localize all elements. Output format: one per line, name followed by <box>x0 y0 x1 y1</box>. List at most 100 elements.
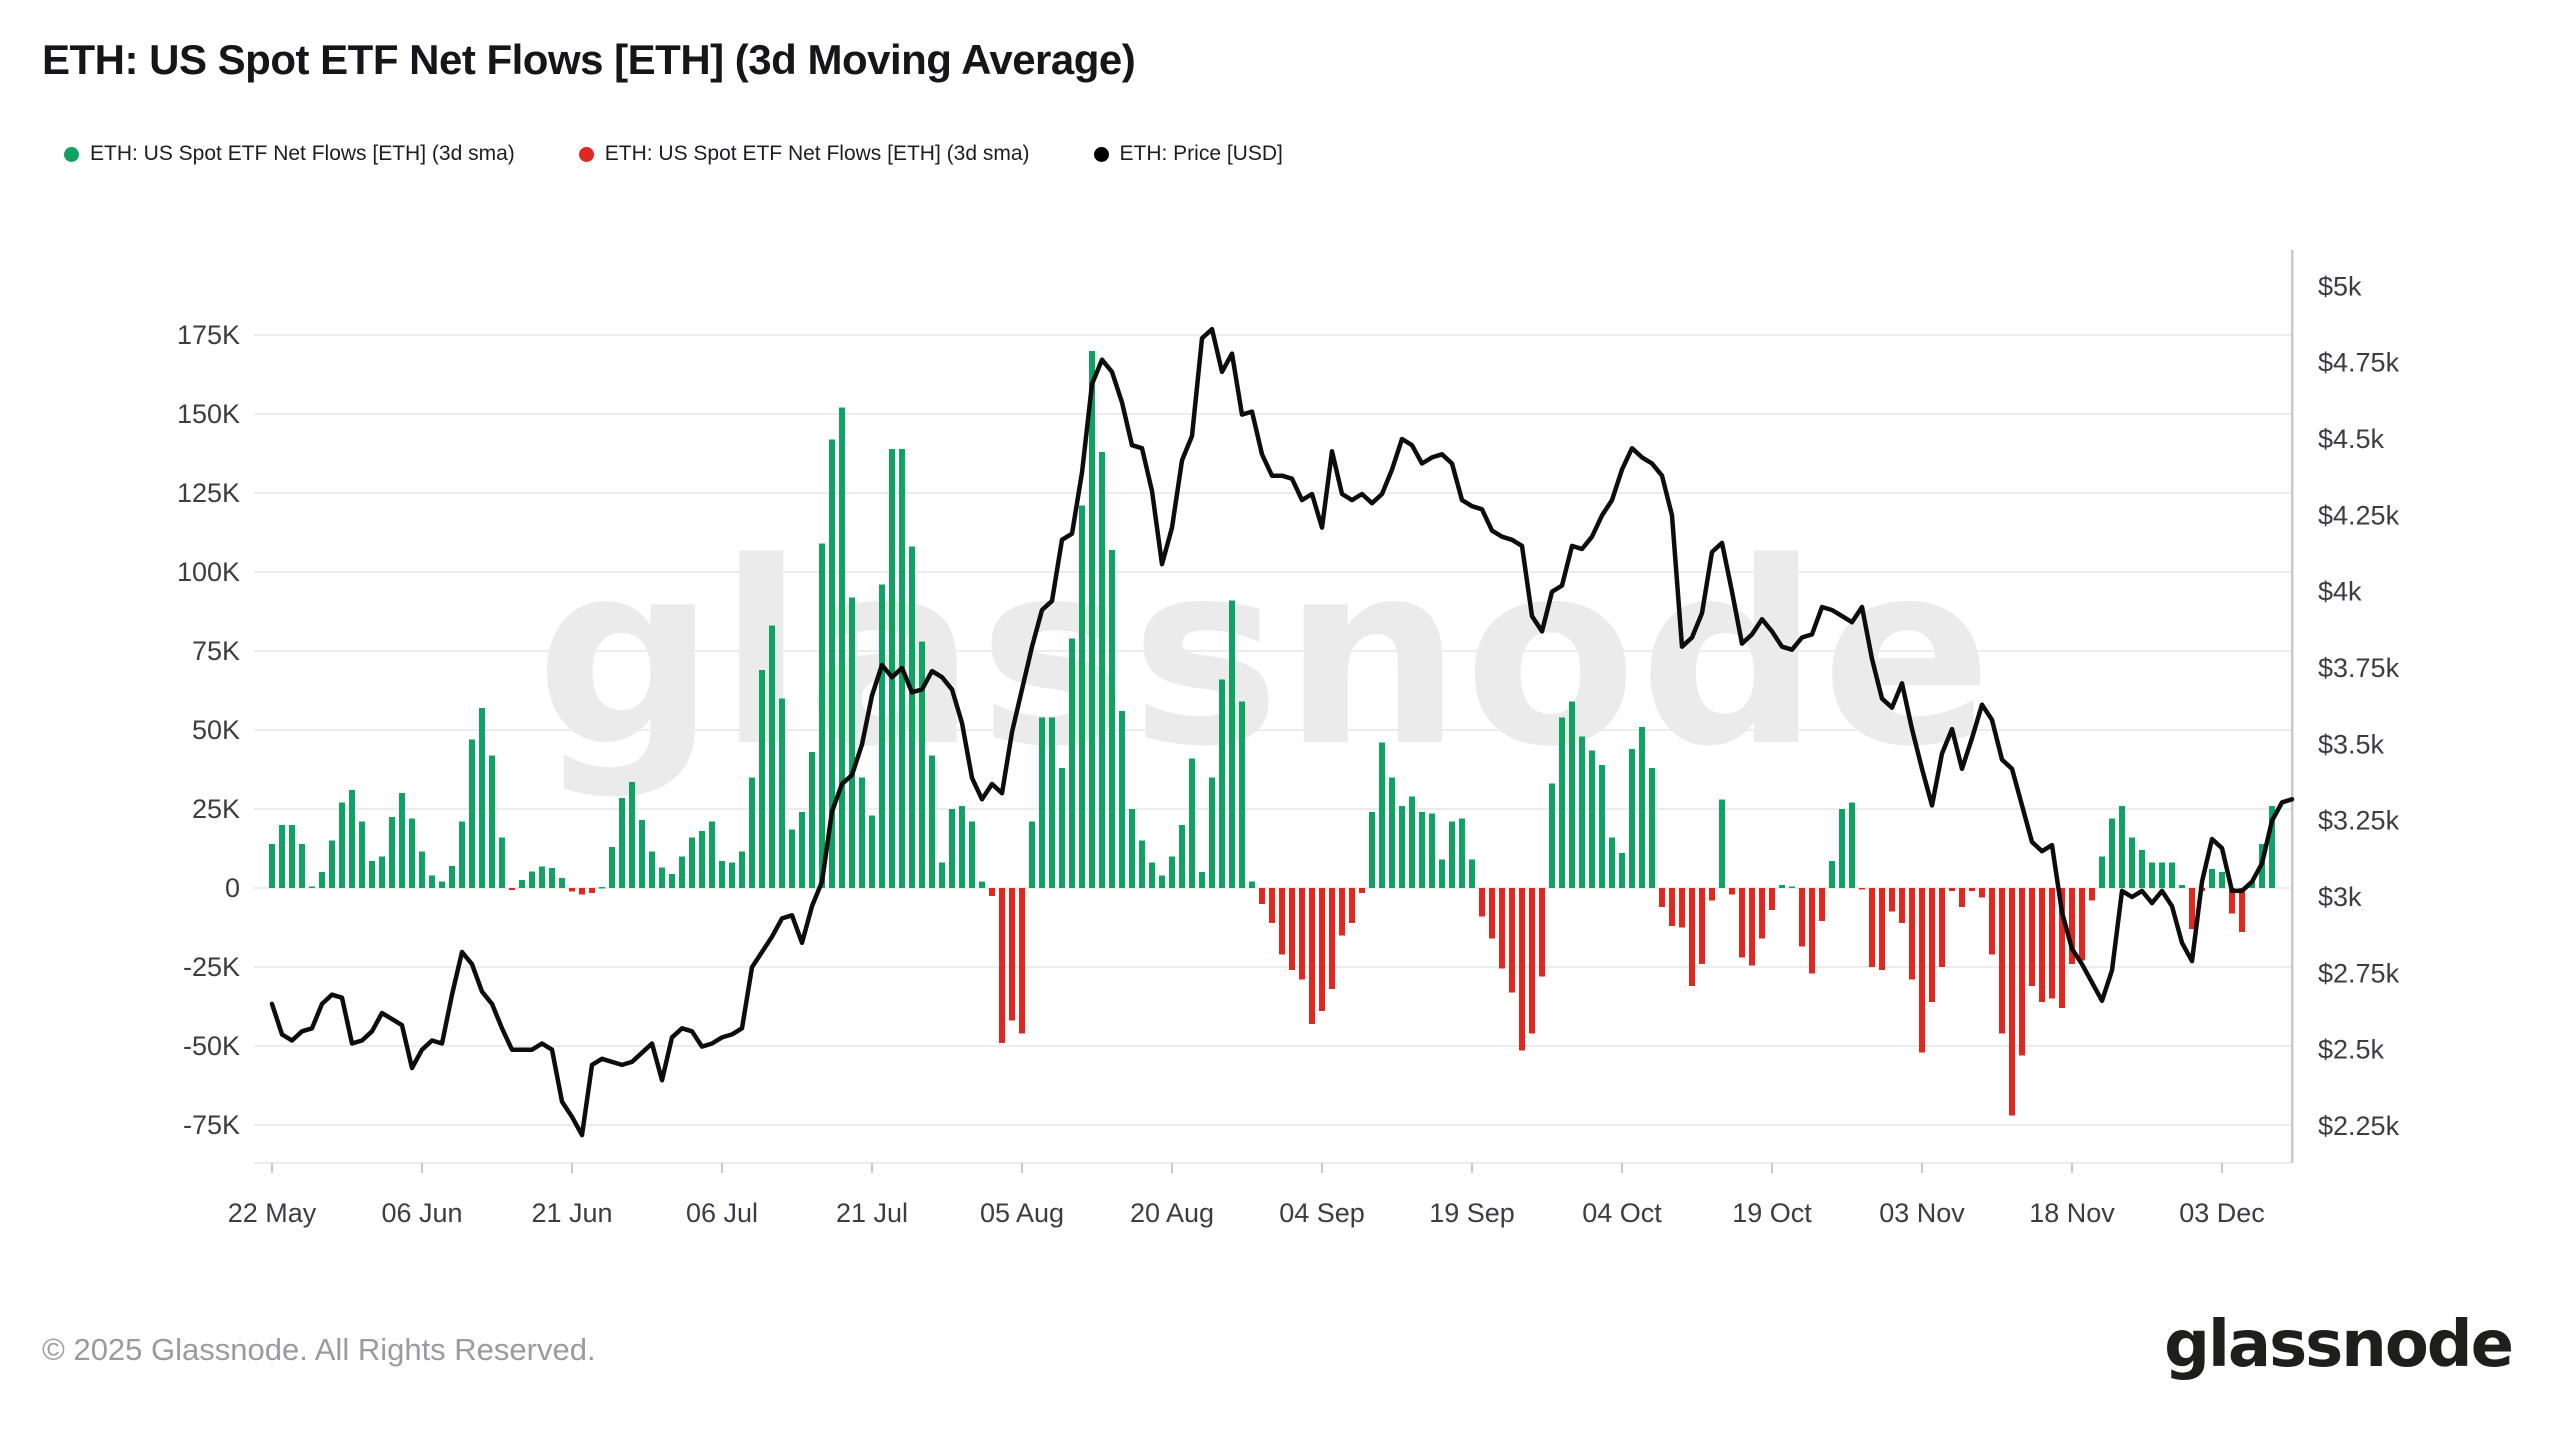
flow-bar-negative <box>2008 888 2016 1116</box>
flow-bar-positive <box>1398 805 1406 888</box>
flow-bar-positive <box>1448 821 1456 888</box>
flow-bar-negative <box>1708 888 1716 901</box>
flow-bar-negative <box>1518 888 1526 1051</box>
y-axis-label-right: $2.75k <box>2318 958 2400 988</box>
flow-bar-positive <box>408 818 416 888</box>
flow-bar-positive <box>1178 824 1186 888</box>
flow-bar-positive <box>1088 350 1096 888</box>
flow-bar-negative <box>1988 888 1996 955</box>
x-axis-label: 03 Nov <box>1879 1198 1965 1228</box>
flow-bar-positive <box>1158 875 1166 888</box>
flow-bar-positive <box>1848 802 1856 888</box>
flow-bar-negative <box>1278 888 1286 955</box>
flow-bar-positive <box>958 805 966 888</box>
flow-bar-positive <box>758 669 766 888</box>
flow-bar-positive <box>2158 862 2166 888</box>
y-axis-label-right: $2.5k <box>2318 1035 2385 1065</box>
flow-bar-negative <box>1478 888 1486 917</box>
legend-item-netflows-negative[interactable]: ETH: US Spot ETF Net Flows [ETH] (3d sma… <box>578 142 1030 166</box>
y-axis-label-left: 75K <box>192 636 240 666</box>
flow-bar-positive <box>1038 717 1046 888</box>
flow-bar-positive <box>798 812 806 888</box>
y-axis-label-right: $3.75k <box>2318 653 2400 683</box>
flow-bar-negative <box>2048 888 2056 999</box>
flow-bar-positive <box>488 755 496 888</box>
flow-bar-positive <box>1458 818 1466 888</box>
x-axis-label: 03 Dec <box>2179 1198 2265 1228</box>
flow-bar-negative <box>1928 888 1936 1002</box>
flow-bar-positive <box>1558 717 1566 888</box>
flow-bar-negative <box>1258 888 1266 904</box>
flow-bar-positive <box>608 846 616 888</box>
flow-bar-positive <box>1228 600 1236 888</box>
flow-bar-positive <box>378 856 386 888</box>
flow-bar-positive <box>1208 777 1216 888</box>
flow-bar-positive <box>618 797 626 888</box>
flow-bar-positive <box>728 862 736 888</box>
y-axis-label-left: 175K <box>177 320 240 350</box>
flow-bar-positive <box>1618 853 1626 888</box>
y-axis-label-left: -25K <box>183 952 240 982</box>
flow-bar-positive <box>368 861 376 888</box>
flow-bar-positive <box>748 777 756 888</box>
flow-bar-negative <box>1758 888 1766 939</box>
flow-bar-positive <box>298 843 306 888</box>
y-axis-label-left: 25K <box>192 794 240 824</box>
flow-bar-positive <box>738 851 746 888</box>
flow-bar-negative <box>1998 888 2006 1034</box>
flow-bar-positive <box>708 821 716 888</box>
legend: ETH: US Spot ETF Net Flows [ETH] (3d sma… <box>64 142 1347 166</box>
flow-bar-positive <box>438 881 446 888</box>
flow-bar-negative <box>1728 888 1736 895</box>
flow-bar-positive <box>658 867 666 888</box>
flow-bar-positive <box>468 739 476 888</box>
flow-bar-positive <box>668 873 676 888</box>
legend-label: ETH: US Spot ETF Net Flows [ETH] (3d sma… <box>90 142 515 165</box>
flow-bar-negative <box>1348 888 1356 923</box>
flow-bar-positive <box>1568 701 1576 888</box>
flow-bar-negative <box>578 888 586 895</box>
glassnode-logo[interactable]: glassnode <box>2164 1308 2514 1382</box>
page-title: ETH: US Spot ETF Net Flows [ETH] (3d Mov… <box>42 36 1136 83</box>
flow-bar-negative <box>1328 888 1336 990</box>
flow-bar-positive <box>1428 813 1436 888</box>
flow-bar-positive <box>1648 767 1656 888</box>
flow-bar-positive <box>558 877 566 888</box>
flow-bar-positive <box>1378 742 1386 888</box>
flow-bar-positive <box>838 407 846 888</box>
flow-bar-positive <box>1218 679 1226 888</box>
flow-bar-negative <box>1688 888 1696 986</box>
flow-bar-negative <box>1358 888 1366 894</box>
flow-bar-positive <box>1108 549 1116 888</box>
flow-bar-negative <box>1268 888 1276 923</box>
x-axis-label: 04 Oct <box>1582 1198 1662 1228</box>
flow-bar-negative <box>1318 888 1326 1012</box>
flow-bar-positive <box>1098 451 1106 888</box>
flow-bar-positive <box>1548 783 1556 888</box>
x-axis-label: 06 Jul <box>686 1198 758 1228</box>
flow-bar-positive <box>688 837 696 888</box>
price-line <box>269 326 2295 1138</box>
flow-bar-negative <box>1488 888 1496 939</box>
flow-bar-negative <box>1508 888 1516 993</box>
flow-bar-positive <box>1468 859 1476 888</box>
flow-bar-positive <box>1078 505 1086 888</box>
y-axis-label-right: $5k <box>2318 271 2362 301</box>
flow-bar-negative <box>1018 888 1026 1034</box>
flow-bar-positive <box>1828 861 1836 888</box>
legend-item-price[interactable]: ETH: Price [USD] <box>1093 142 1283 166</box>
axis-labels: 175K 150K 125K 100K 75K 50K 25K 0 -25K -50K -75K $5… <box>177 271 2400 1228</box>
legend-item-netflows-positive[interactable]: ETH: US Spot ETF Net Flows [ETH] (3d sma… <box>64 142 515 166</box>
y-axis-label-right: $4k <box>2318 577 2362 607</box>
x-axis-label: 18 Nov <box>2029 1198 2115 1228</box>
flow-bar-positive <box>628 782 636 888</box>
flow-bar-positive <box>498 837 506 888</box>
flow-bar-positive <box>858 777 866 888</box>
flow-bar-negative <box>1008 888 1016 1021</box>
y-axis-label-right: $4.5k <box>2318 424 2385 454</box>
flow-bar-negative <box>1668 888 1676 926</box>
flow-bar-negative <box>1908 888 1916 980</box>
flow-bar-positive <box>678 856 686 888</box>
y-axis-label-right: $3.25k <box>2318 806 2400 836</box>
